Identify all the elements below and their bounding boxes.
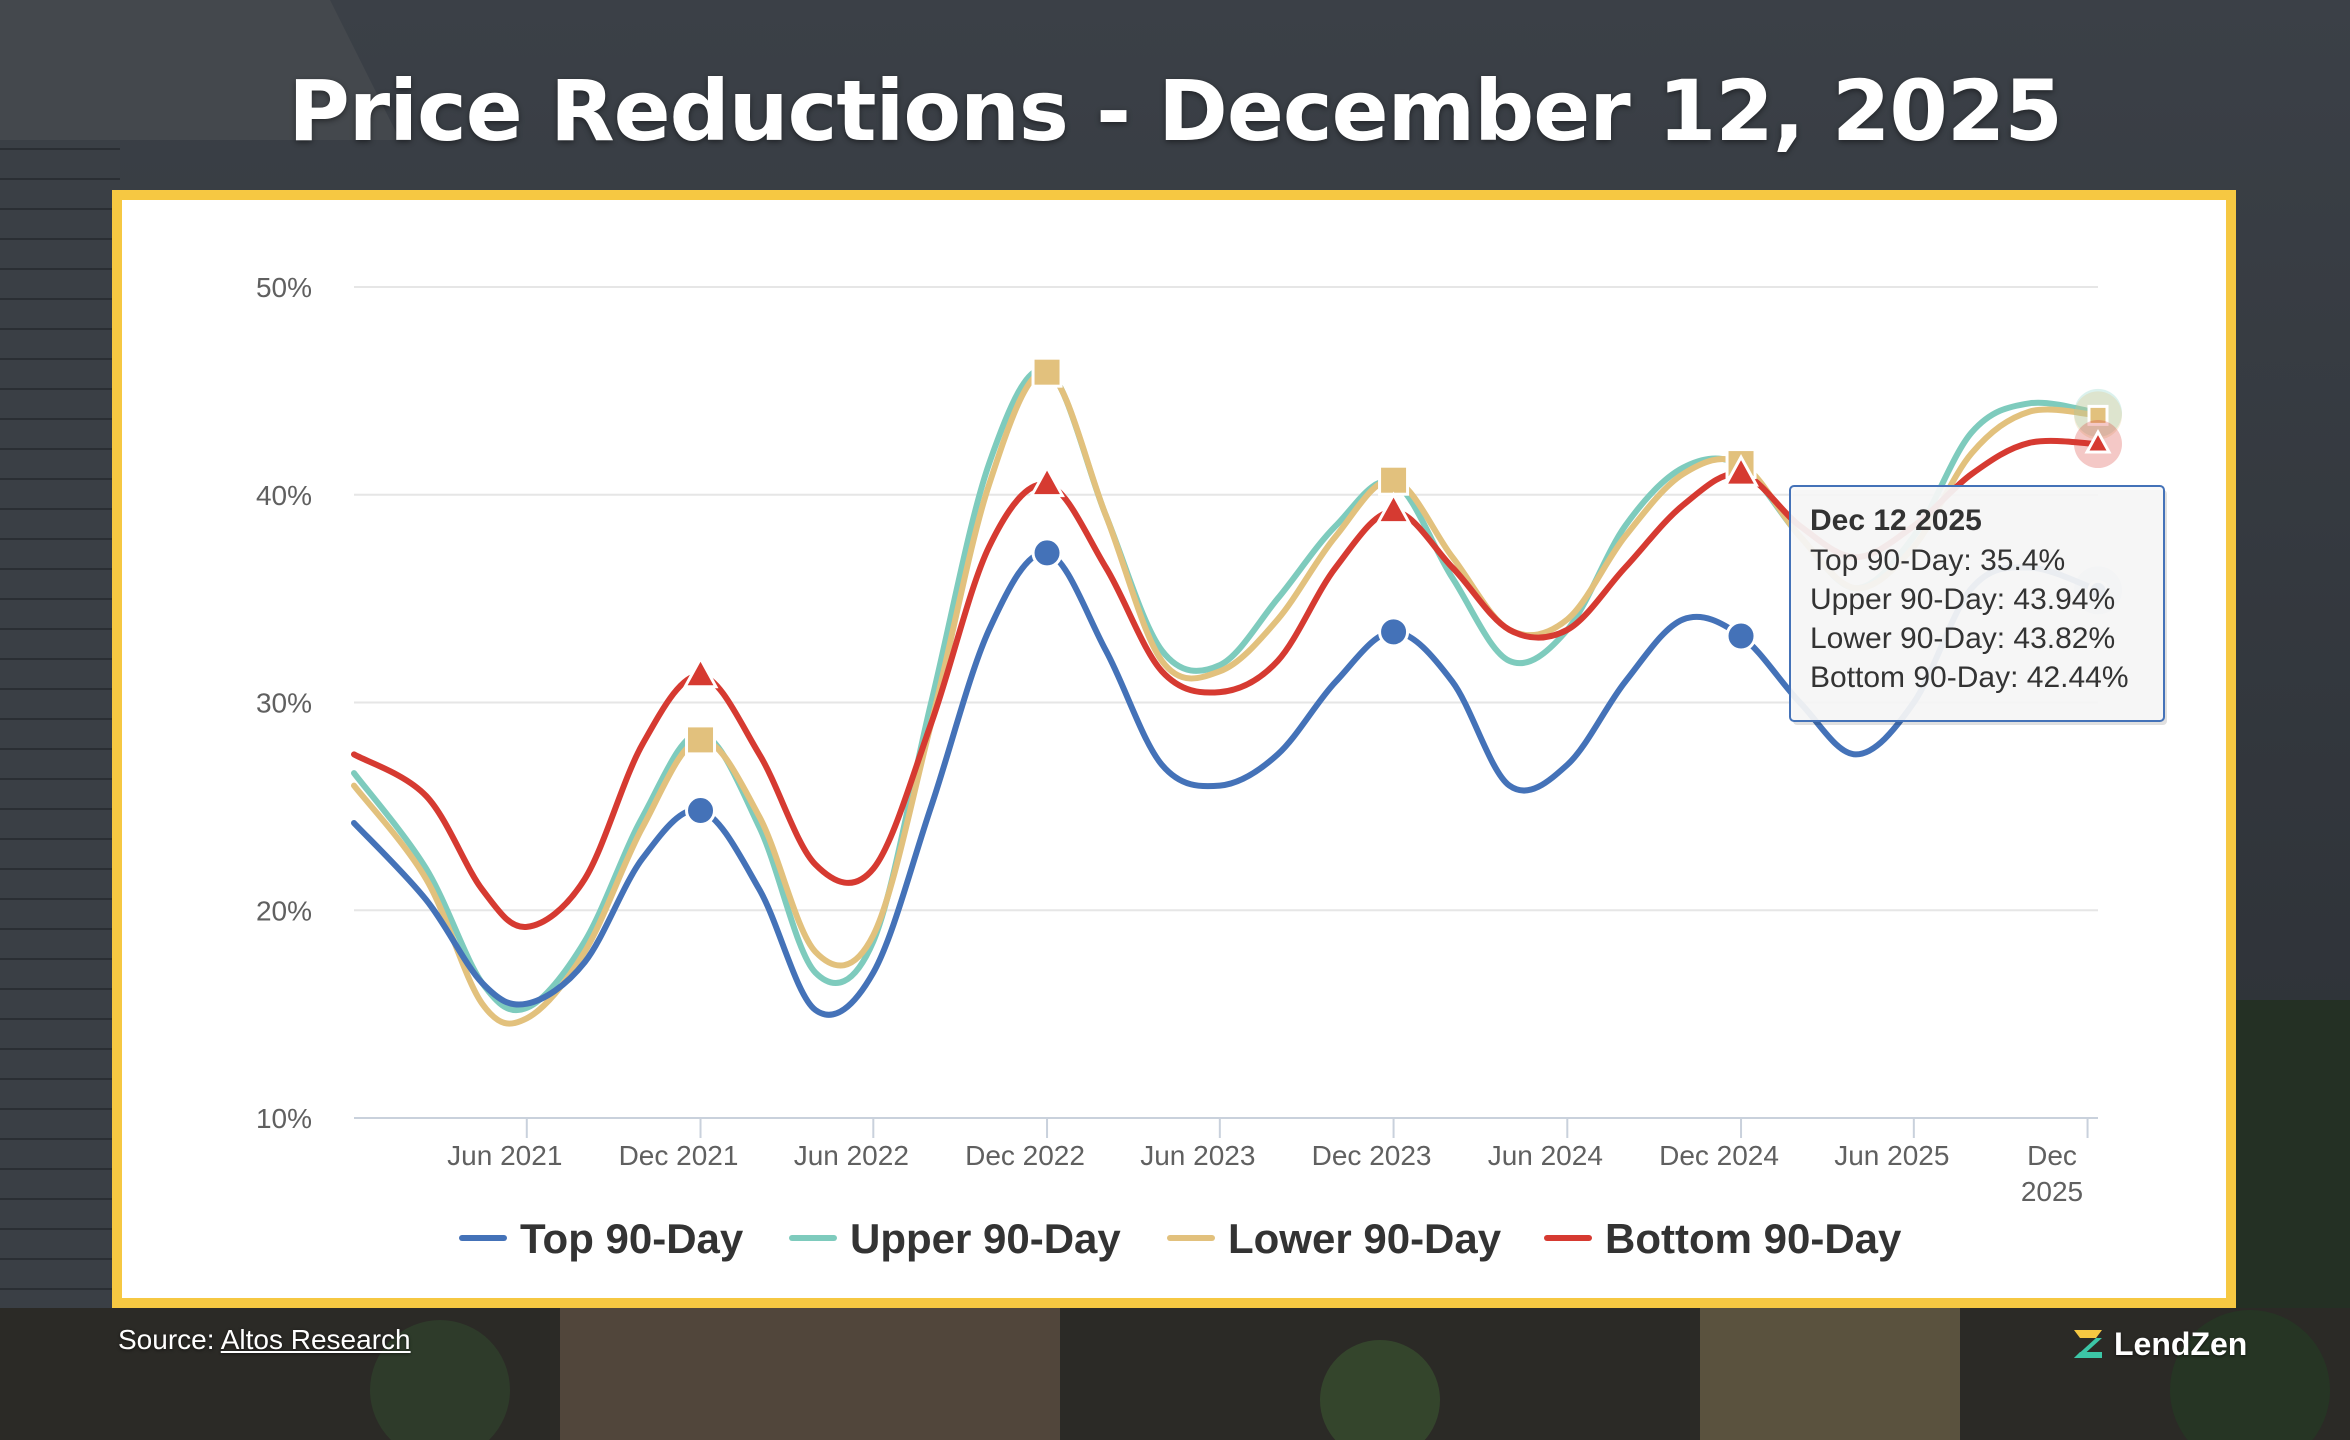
source-label: Source: — [118, 1324, 215, 1355]
top-90-day-marker — [1031, 537, 1063, 569]
x-tick-label: Dec 2025 — [2021, 1140, 2083, 1207]
tooltip-line: Upper 90-Day: 43.94% — [1810, 583, 2115, 616]
chart-frame: 10% 20% 30% 40% 50% Jun 2021 Dec 2021 Jun 2022… — [112, 190, 2236, 1308]
x-tick-label: Dec 2024 — [1659, 1140, 1779, 1171]
line-chart: 10% 20% 30% 40% 50% Jun 2021 Dec 2021 Jun 2022… — [256, 272, 2167, 1262]
legend-item-top-90-day: Top 90-Day — [459, 1215, 744, 1262]
tooltip-line: Lower 90-Day: 43.82% — [1810, 622, 2115, 655]
bottom-90-day-line — [351, 437, 2101, 930]
bottom-90-day-marker — [1375, 491, 1412, 525]
x-tick-label: Dec 2021 — [619, 1140, 739, 1171]
bottom-90-day-marker — [2084, 428, 2112, 454]
y-axis: 10% 20% 30% 40% 50% — [256, 272, 312, 1134]
bottom-90-day-marker — [682, 655, 719, 689]
brand-logo: LendZen — [2070, 1322, 2247, 1366]
x-tick-label: Jun 2021 — [447, 1140, 562, 1171]
x-tick-label: Jun 2022 — [794, 1140, 909, 1171]
lower-90-day-marker — [685, 724, 717, 756]
legend-label: Bottom 90-Day — [1605, 1215, 1902, 1262]
house-roof — [0, 0, 400, 140]
legend-label: Upper 90-Day — [850, 1215, 1121, 1262]
legend-label: Lower 90-Day — [1228, 1215, 1502, 1262]
source-link[interactable]: Altos Research — [220, 1324, 411, 1355]
y-tick-label: 40% — [256, 480, 312, 511]
brand-name: LendZen — [2114, 1325, 2248, 1362]
tooltip-line: Top 90-Day: 35.4% — [1810, 544, 2065, 577]
bottom-90-day-marker — [1029, 464, 1065, 498]
tooltip: Dec 12 2025 Top 90-Day: 35.4% Upper 90-Day… — [1789, 485, 2167, 725]
x-axis: Jun 2021 Dec 2021 Jun 2022 Dec 2022 Jun 2023… — [447, 1118, 2089, 1207]
tooltip-title: Dec 12 2025 — [1810, 504, 1982, 537]
source-credit: Source: Altos Research — [118, 1324, 411, 1356]
y-tick-label: 20% — [256, 895, 312, 926]
x-tick-label: Jun 2024 — [1488, 1140, 1603, 1171]
y-tick-label: 30% — [256, 688, 312, 719]
x-tick-label: Dec 2022 — [965, 1140, 1085, 1171]
legend-item-upper-90-day: Upper 90-Day — [789, 1215, 1121, 1262]
legend-label: Top 90-Day — [520, 1215, 744, 1262]
lower-90-day-marker — [2087, 404, 2109, 426]
tooltip-line: Bottom 90-Day: 42.44% — [1810, 661, 2129, 694]
x-tick-label: Jun 2023 — [1140, 1140, 1255, 1171]
bottom-90-day-marker — [1723, 454, 1759, 487]
y-tick-label: 10% — [256, 1103, 312, 1134]
legend-item-bottom-90-day: Bottom 90-Day — [1544, 1215, 1902, 1262]
y-tick-label: 50% — [256, 272, 312, 303]
page-title: Price Reductions - December 12, 2025 — [288, 62, 2063, 160]
top-90-day-marker — [1378, 616, 1410, 648]
house-siding — [0, 140, 120, 1440]
tooltip-box — [1789, 485, 2165, 722]
legend: Top 90-Day Upper 90-Day Lower 90-Day Bottom… — [459, 1215, 1902, 1262]
lower-90-day-marker — [1031, 356, 1063, 388]
lower-90-day-marker — [1378, 464, 1410, 496]
lendzen-logo-icon — [2074, 1330, 2102, 1358]
legend-item-lower-90-day: Lower 90-Day — [1167, 1215, 1502, 1262]
x-tick-label: Jun 2025 — [1834, 1140, 1949, 1171]
top-90-day-marker — [1725, 620, 1757, 652]
top-90-day-marker — [685, 795, 717, 827]
x-tick-label: Dec 2023 — [1312, 1140, 1432, 1171]
